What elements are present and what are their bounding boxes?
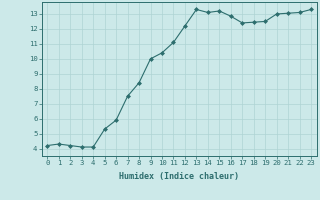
X-axis label: Humidex (Indice chaleur): Humidex (Indice chaleur) — [119, 172, 239, 181]
